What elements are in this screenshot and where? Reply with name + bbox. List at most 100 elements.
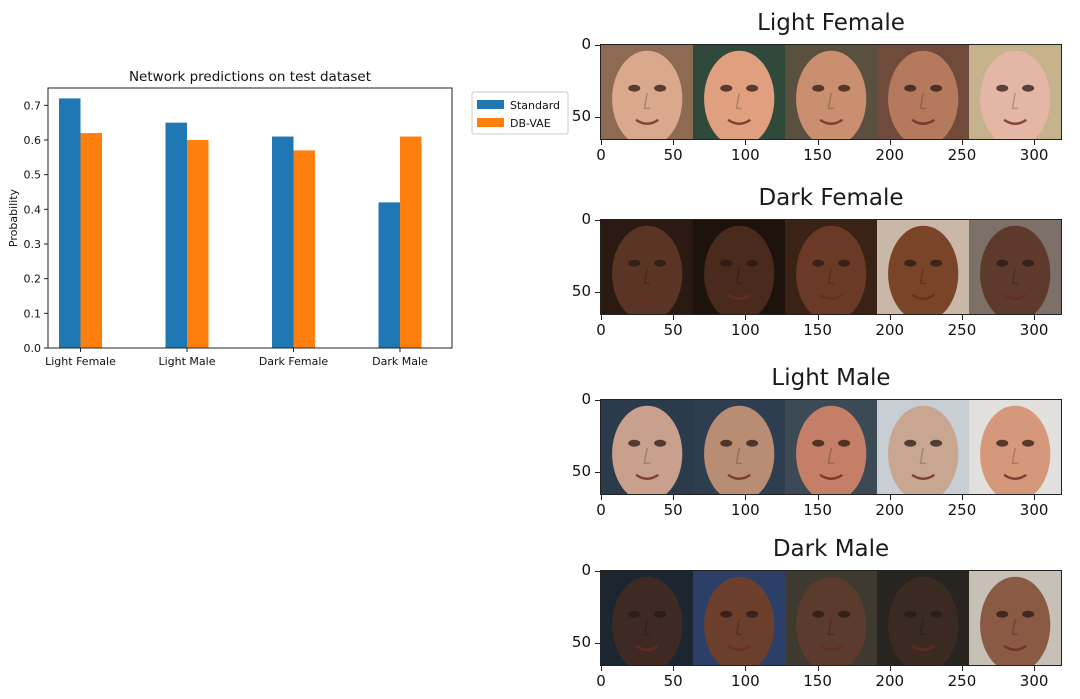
y-tick-mark [595,292,600,294]
face-image [969,571,1061,665]
x-tick-mark [817,495,819,500]
x-tick-mark [889,140,891,145]
y-tick-label: 0 [581,561,591,579]
legend-label-standard: Standard [510,99,560,112]
x-tick-label: 100 [731,672,760,690]
x-tick-mark [745,315,747,320]
face-image [969,220,1061,314]
x-tick-label: 50 [663,501,683,519]
face-strip-dark-male [600,570,1062,666]
y-tick-label: 0.5 [24,169,42,182]
x-tick-label: 150 [803,146,832,164]
x-tick-mark [745,495,747,500]
bar-db-vae-light-male [187,140,209,348]
x-tick-label: 150 [803,501,832,519]
x-tick-label: 50 [663,321,683,339]
y-tick-label: 0.3 [24,238,42,251]
x-tick-mark [1034,140,1036,145]
face-image [877,400,969,494]
x-tick-label: 300 [1019,321,1049,339]
y-tick-label: 0 [581,390,591,408]
face-image [785,571,877,665]
plot-frame [47,87,453,349]
face-image [601,400,693,494]
x-tick-label: Dark Female [259,355,329,368]
x-tick-label: Light Male [158,355,215,368]
x-tick-mark [673,666,675,671]
legend-swatch-db-vae [477,118,504,127]
face-strip-dark-female [600,219,1062,315]
y-tick-label: 0.7 [24,99,42,112]
x-tick-label: 200 [875,146,905,164]
x-tick-label: 150 [803,672,832,690]
x-tick-label: 250 [947,501,977,519]
bar-standard-light-female [59,98,81,349]
x-tick-label: 100 [731,146,760,164]
x-tick-label: 0 [596,321,606,339]
x-tick-label: 250 [947,146,977,164]
face-image [969,45,1061,139]
y-tick-label: 50 [571,633,591,652]
x-tick-label: 50 [663,146,683,164]
x-tick-label: 0 [596,501,606,519]
bar-standard-light-male [165,122,187,349]
x-tick-label: 200 [875,321,905,339]
y-tick-label: 0 [581,210,591,228]
y-tick-label: 0 [581,35,591,53]
panel-title-dark-male: Dark Male [772,536,890,562]
x-tick-label: 300 [1019,672,1049,690]
x-tick-mark [961,666,963,671]
x-tick-mark [601,140,602,145]
x-tick-mark [1034,666,1036,671]
y-axis-label: Probability [7,188,20,247]
x-tick-label: 300 [1019,146,1049,164]
face-image [693,45,785,139]
y-tick-mark [595,45,600,46]
x-tick-label: 150 [803,321,832,339]
x-tick-mark [745,140,747,145]
y-tick-label: 0.2 [24,273,42,286]
y-tick-label: 0.6 [24,134,42,147]
face-image [969,400,1061,494]
face-image [693,400,785,494]
x-tick-mark [745,666,747,671]
x-tick-label: 300 [1019,501,1049,519]
x-tick-label: 100 [731,321,760,339]
panel-title-light-female: Light Female [757,10,905,36]
x-tick-mark [673,495,675,500]
y-tick-mark [595,220,600,221]
x-tick-mark [961,140,963,145]
y-tick-mark [595,643,600,645]
face-image [785,45,877,139]
x-tick-mark [817,140,819,145]
bar-standard-dark-female [272,136,294,348]
legend-swatch-standard [477,100,504,109]
x-tick-label: 50 [663,672,683,690]
x-tick-label: 250 [947,321,977,339]
bar-standard-dark-male [378,202,400,348]
x-tick-mark [673,140,675,145]
y-tick-label: 50 [571,282,591,301]
chart-title: Network predictions on test dataset [129,69,371,85]
legend-label-db-vae: DB-VAE [510,117,551,130]
x-tick-label: 200 [875,501,905,519]
y-tick-label: 0.4 [24,203,42,216]
x-tick-mark [1034,495,1036,500]
x-tick-label: 0 [596,672,606,690]
x-tick-mark [961,315,963,320]
x-tick-label: 0 [596,146,606,164]
panel-title-dark-female: Dark Female [758,185,904,211]
bar-db-vae-light-female [80,133,102,348]
y-tick-mark [595,400,600,401]
x-tick-label: 100 [731,501,760,519]
x-tick-mark [817,315,819,320]
face-image [601,571,693,665]
x-tick-label: Dark Male [372,355,428,368]
panel-title-light-male: Light Male [771,365,891,391]
x-tick-mark [961,495,963,500]
face-image [785,220,877,314]
y-tick-mark [595,472,600,474]
y-tick-mark [595,117,600,119]
x-tick-label: Light Female [45,355,116,368]
bar-db-vae-dark-male [400,136,422,348]
